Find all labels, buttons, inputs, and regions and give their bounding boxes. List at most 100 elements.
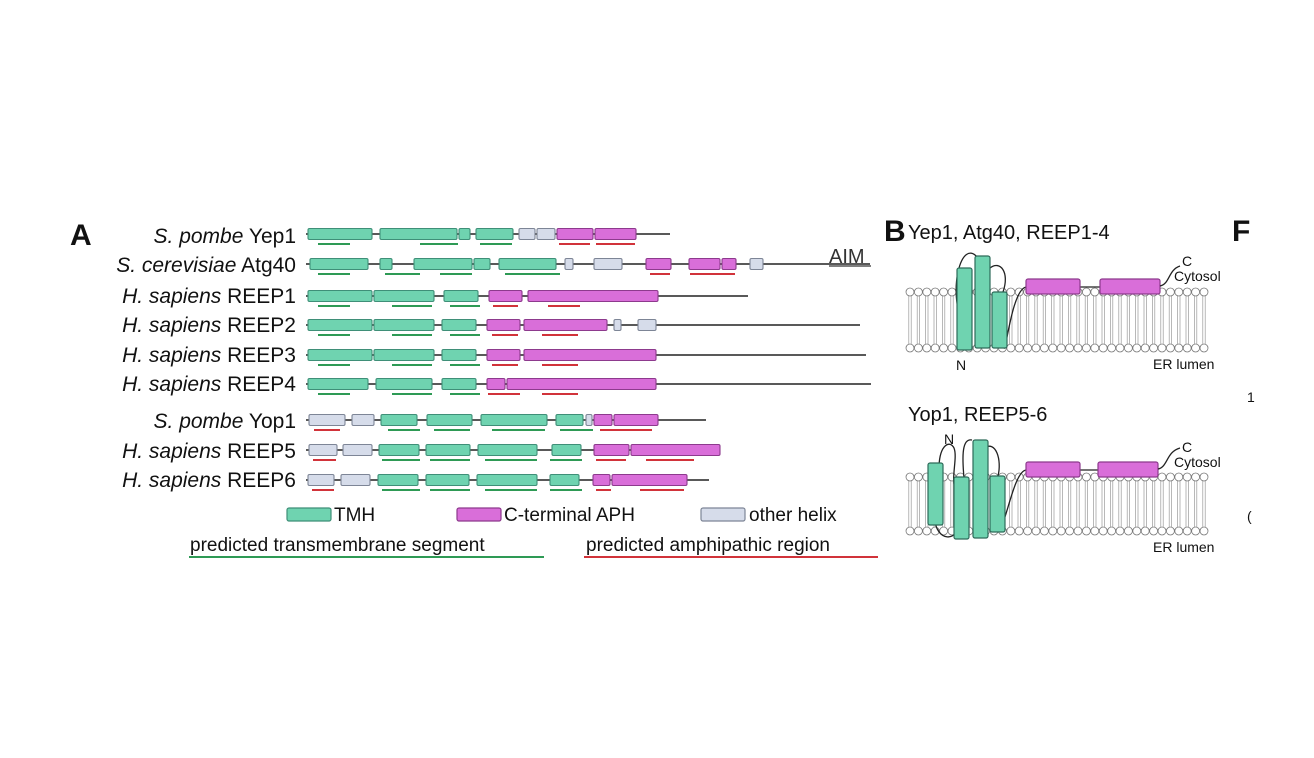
lipid-head: [939, 526, 948, 536]
tmh-helix: [307, 289, 373, 303]
tmh-helix: [441, 348, 477, 362]
protein-track: [306, 257, 870, 275]
lipid-head: [905, 343, 915, 353]
lipid-head: [1149, 343, 1158, 353]
protein-label-yop1: S. pombe Yop1: [154, 410, 296, 433]
aim-label: AIM: [829, 246, 865, 268]
lipid-head: [1191, 526, 1200, 536]
lipid-head: [905, 526, 915, 536]
lipid-head: [1006, 526, 1016, 536]
bottom-tmh-3: [972, 439, 989, 539]
top-tmh-2: [974, 255, 991, 349]
topology-top: C Cytosol N ER lumen: [955, 252, 1221, 373]
legend-tmh-swatch: [286, 507, 332, 522]
protein-label-reep2: H. sapiens REEP2: [122, 314, 296, 337]
lipid-head: [1166, 343, 1175, 353]
lipid-head: [1115, 343, 1125, 353]
lipid-head: [1082, 472, 1091, 482]
bottom-aph-2: [1097, 461, 1159, 478]
top-tmh-3: [991, 291, 1008, 349]
tmh-helix: [307, 348, 373, 362]
lipid-head: [1174, 526, 1184, 536]
panel-a-letter: A: [70, 219, 92, 252]
tmh-helix: [443, 289, 479, 303]
lipid-head: [1056, 526, 1066, 536]
aph-helix: [523, 318, 608, 332]
lipid-head: [1132, 526, 1142, 536]
protein-label-reep5: H. sapiens REEP5: [122, 440, 296, 463]
aph-helix: [486, 377, 506, 391]
tmh-helix: [309, 257, 369, 271]
other-helix: [613, 318, 622, 332]
aph-helix: [527, 289, 659, 303]
lipid-head: [947, 287, 957, 297]
aph-helix: [486, 318, 521, 332]
lipid-head: [1182, 472, 1192, 482]
bottom-c-label: C: [1182, 439, 1192, 455]
lipid-head: [914, 526, 923, 536]
protein-label-atg40: S. cerevisiae Atg40: [116, 254, 296, 277]
other-helix: [518, 227, 536, 241]
legend-other-swatch: [700, 507, 746, 522]
aph-helix: [721, 257, 737, 271]
tmh-helix: [380, 413, 418, 427]
aph-helix: [523, 348, 657, 362]
tmh-helix: [549, 473, 580, 487]
tmh-helix: [425, 473, 470, 487]
protein-label-reep3: H. sapiens REEP3: [122, 344, 296, 367]
lipid-head: [1065, 526, 1074, 536]
lipid-head: [1191, 343, 1200, 353]
lipid-head: [1098, 343, 1108, 353]
lipid-head: [1182, 526, 1192, 536]
lipid-head: [1023, 343, 1032, 353]
protein-label-reep1: H. sapiens REEP1: [122, 285, 296, 308]
tmh-helix: [473, 257, 491, 271]
lipid-head: [1166, 472, 1175, 482]
lipid-head: [1082, 287, 1091, 297]
tmh-helix: [477, 443, 538, 457]
lipid-head: [905, 287, 915, 297]
aph-helix: [611, 473, 688, 487]
lipid-head: [1040, 343, 1049, 353]
lipid-head: [1182, 287, 1192, 297]
lipid-head: [1115, 526, 1125, 536]
lipid-head: [905, 472, 915, 482]
lipid-head: [1006, 343, 1016, 353]
lipid-head: [1031, 526, 1041, 536]
other-helix: [308, 413, 346, 427]
other-helix: [637, 318, 657, 332]
tmh-helix: [307, 377, 369, 391]
aph-helix: [506, 377, 657, 391]
legend-tmh-label: TMH: [334, 505, 375, 526]
top-loop-2: [989, 264, 1006, 293]
lipid-head: [1199, 287, 1209, 297]
tmh-helix: [551, 443, 582, 457]
other-helix: [585, 413, 593, 427]
panel-b-top-title: Yep1, Atg40, REEP1-4: [908, 222, 1110, 244]
lipid-head: [930, 287, 940, 297]
lipid-head: [1098, 526, 1108, 536]
aph-helix: [645, 257, 672, 271]
lipid-head: [1065, 343, 1074, 353]
protein-tracks: [306, 227, 871, 491]
lipid-head: [1199, 343, 1209, 353]
lipid-head: [1182, 343, 1192, 353]
tmh-helix: [373, 289, 435, 303]
lipid-head: [1132, 343, 1142, 353]
lipid-head: [1082, 343, 1091, 353]
lipid-head: [914, 472, 923, 482]
tmh-helix: [480, 413, 548, 427]
tmh-helix: [375, 377, 433, 391]
lipid-head: [1006, 472, 1016, 482]
panel-b-letter: B: [884, 215, 906, 248]
aph-helix: [688, 257, 721, 271]
lipid-head: [1006, 287, 1016, 297]
tmh-helix: [425, 443, 471, 457]
lipid-head: [1157, 343, 1167, 353]
tmh-helix: [458, 227, 471, 241]
lipid-head: [939, 343, 948, 353]
other-helix: [749, 257, 764, 271]
top-n-label: N: [956, 357, 966, 373]
lipid-head: [930, 343, 940, 353]
